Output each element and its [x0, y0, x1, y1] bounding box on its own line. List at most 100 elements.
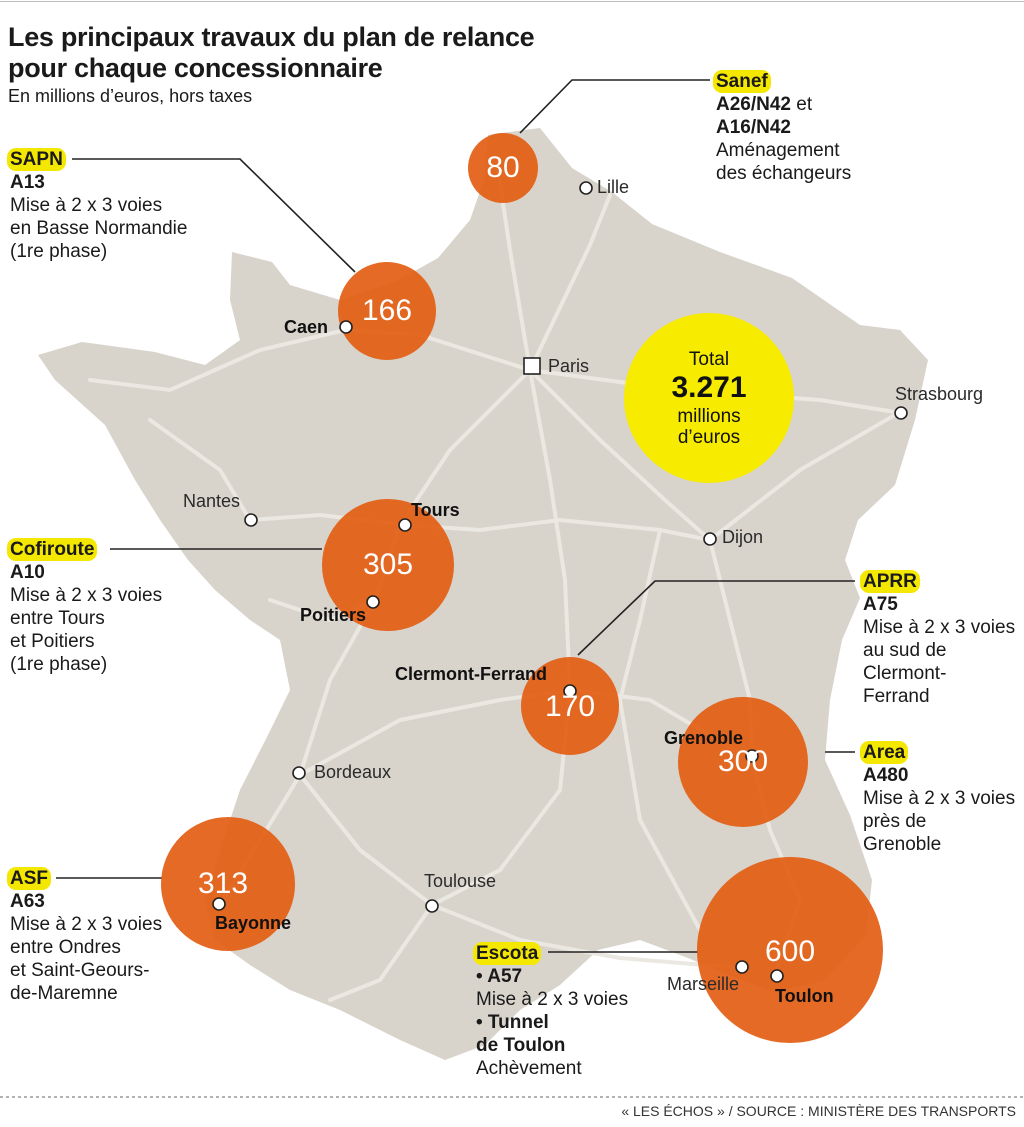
- city-label-strasbourg: Strasbourg: [895, 384, 984, 404]
- operator-name: ASF: [7, 867, 51, 890]
- project-desc: Mise à 2 x 3 voies: [10, 914, 163, 935]
- bubble-value-area: 300: [717, 745, 769, 778]
- operator-name: SAPN: [7, 148, 66, 171]
- route-name: A16/N42: [716, 117, 791, 138]
- project-desc: Mise à 2 x 3 voies: [476, 989, 629, 1010]
- project-desc: (1re phase): [10, 654, 108, 675]
- road: [328, 903, 434, 1002]
- city-label-nantes: Nantes: [183, 491, 241, 511]
- total-label: Total: [688, 348, 730, 370]
- total-unit: d’euros: [677, 426, 741, 448]
- city-marker-poitiers: [366, 595, 380, 609]
- city-marker-toulouse: [425, 899, 439, 913]
- project-desc: et Poitiers: [10, 631, 95, 652]
- route-name: • A57: [476, 966, 523, 987]
- city-label-dijon: Dijon: [722, 527, 764, 547]
- operator-name: Cofiroute: [7, 538, 98, 561]
- city-marker-toulon: [770, 969, 784, 983]
- project-desc: (1re phase): [10, 241, 108, 262]
- leader-lines: [56, 79, 855, 953]
- project-desc: entre Tours: [10, 608, 105, 629]
- city-label-bayonne: Bayonne: [215, 913, 292, 933]
- city-label-toulouse: Toulouse: [424, 871, 497, 891]
- project-desc: des échangeurs: [716, 163, 852, 184]
- route-name: A10: [10, 562, 45, 583]
- project-desc: Aménagement: [716, 140, 840, 161]
- route-name: A75: [863, 594, 898, 615]
- city-marker-marseille: [735, 960, 749, 974]
- project-label-sapn: SAPN A13 Mise à 2 x 3 voies en Basse Nor…: [7, 148, 188, 263]
- leader-sanef: [519, 79, 710, 134]
- project-desc: entre Ondres: [10, 937, 121, 958]
- city-marker-grenoble: [745, 749, 759, 763]
- city-marker-clermont: [563, 684, 577, 698]
- bubble-value-cofiroute: 305: [362, 548, 414, 581]
- project-desc: près de: [863, 811, 927, 832]
- leader-aprr: [577, 580, 855, 656]
- project-label-sanef: Sanef A26/N42 et A16/N42 Aménagement des…: [713, 70, 852, 185]
- city-label-tours: Tours: [411, 500, 460, 520]
- route-name: de Toulon: [476, 1035, 566, 1056]
- bubbles: [161, 133, 883, 1043]
- city-marker-bayonne: [212, 897, 226, 911]
- route-name: A480: [863, 765, 909, 786]
- city-marker-bordeaux: [292, 766, 306, 780]
- title-line: Les principaux travaux du plan de relanc…: [8, 22, 535, 52]
- project-desc: et Saint-Geours-: [10, 960, 150, 981]
- bubble-value-asf: 313: [197, 867, 249, 900]
- city-label-bordeaux: Bordeaux: [314, 762, 392, 782]
- route-name: A26/N42: [716, 94, 791, 115]
- bubble-circle: [468, 133, 538, 203]
- bubble-value-sapn: 166: [361, 294, 413, 327]
- project-desc: Grenoble: [863, 834, 942, 855]
- city-marker-tours: [398, 518, 412, 532]
- project-desc: au sud de: [863, 640, 947, 661]
- bubble-circle: [678, 697, 808, 827]
- city-marker-paris: [523, 357, 541, 375]
- city-label-marseille: Marseille: [667, 974, 740, 994]
- city-marker-strasbourg: [894, 406, 908, 420]
- project-label-cofiroute: Cofiroute A10 Mise à 2 x 3 voies entre T…: [7, 538, 162, 676]
- project-desc: Ferrand: [863, 686, 930, 707]
- subtitle: En millions d’euros, hors taxes: [8, 86, 253, 106]
- page-title: Les principaux travaux du plan de relanc…: [8, 22, 535, 84]
- total-bubble: Total 3.271 millions d’euros: [624, 313, 794, 483]
- project-label-escota: Escota • A57 Mise à 2 x 3 voies • Tunnel…: [473, 942, 629, 1080]
- road: [88, 327, 532, 393]
- bubble-circle: [697, 857, 883, 1043]
- project-desc: Mise à 2 x 3 voies: [10, 195, 163, 216]
- project-desc: de-Maremne: [10, 983, 118, 1004]
- route-name: A63: [10, 891, 45, 912]
- city-marker-dijon: [703, 532, 717, 546]
- project-desc: Mise à 2 x 3 voies: [863, 617, 1016, 638]
- bubble-value-aprr: 170: [544, 690, 596, 723]
- operator-name: Sanef: [713, 70, 771, 93]
- road: [528, 193, 612, 372]
- operator-name: Escota: [473, 942, 542, 965]
- bubble-value-sanef: 80: [486, 151, 520, 184]
- city-marker-caen: [339, 320, 353, 334]
- project-desc: Mise à 2 x 3 voies: [863, 788, 1016, 809]
- project-label-asf: ASF A63 Mise à 2 x 3 voies entre Ondres …: [7, 867, 163, 1005]
- line-suffix: et: [791, 94, 813, 115]
- city-marker-lille: [579, 181, 593, 195]
- title-line: pour chaque concessionnaire: [8, 53, 383, 83]
- city-label-caen: Caen: [284, 317, 329, 337]
- road: [708, 410, 902, 542]
- bubble-circle: [521, 657, 619, 755]
- operator-name: Area: [860, 741, 909, 764]
- project-desc: en Basse Normandie: [10, 218, 188, 239]
- project-label-aprr: APRR A75 Mise à 2 x 3 voies au sud de Cl…: [860, 570, 1016, 708]
- city-label-paris: Paris: [548, 356, 590, 376]
- city-label-poitiers: Poitiers: [300, 605, 367, 625]
- city-label-lille: Lille: [597, 177, 630, 197]
- bubble-circle: [338, 262, 436, 360]
- road: [298, 773, 744, 970]
- bubble-value-escota: 600: [764, 935, 816, 968]
- bubble-circle: [322, 499, 454, 631]
- city-label-grenoble: Grenoble: [664, 728, 744, 748]
- project-desc: Achèvement: [476, 1058, 582, 1079]
- total-value: 3.271: [671, 370, 747, 404]
- leader-sapn: [72, 158, 356, 273]
- operator-name: APRR: [860, 570, 920, 593]
